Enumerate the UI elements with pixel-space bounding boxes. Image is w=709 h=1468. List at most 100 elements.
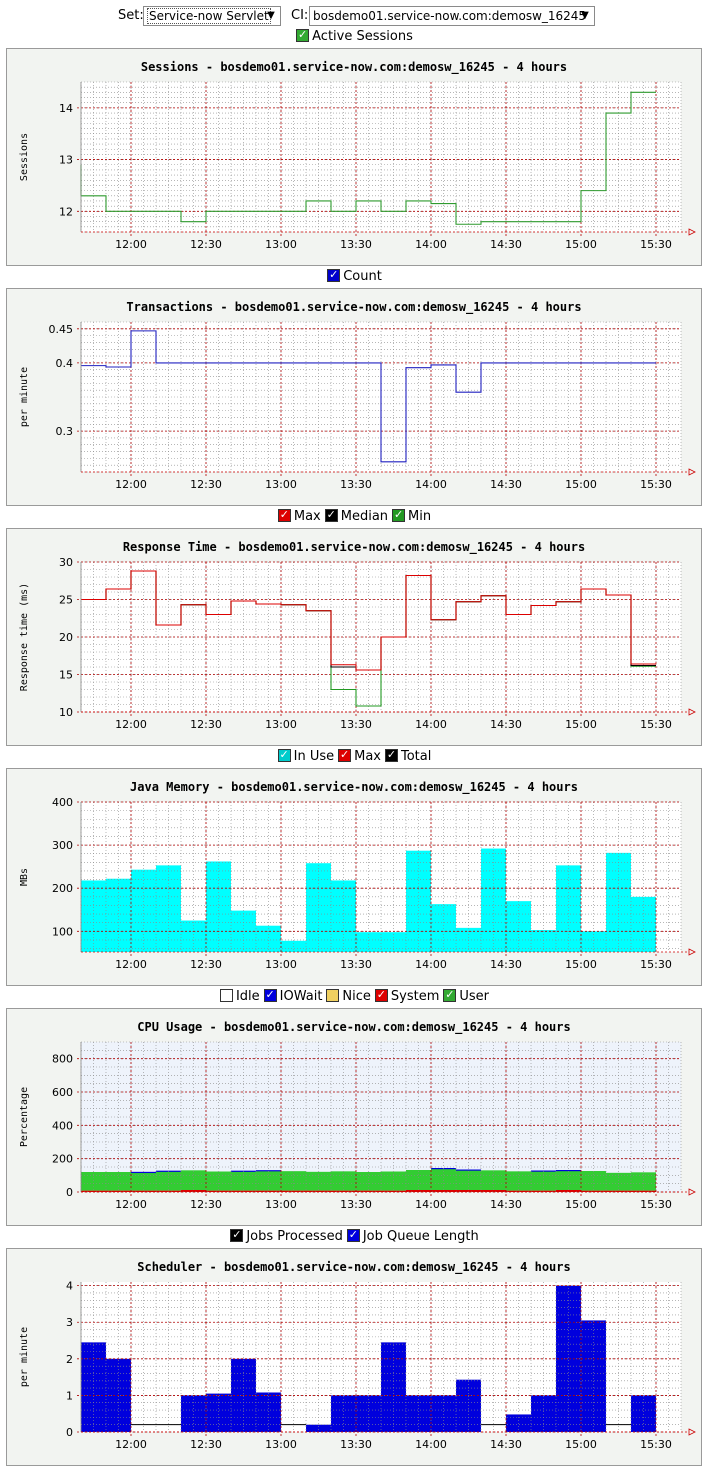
legend-item[interactable]: ✓ Count	[327, 268, 382, 286]
y-tick-label: 10	[59, 706, 73, 719]
x-tick-label: 15:00	[565, 1438, 597, 1451]
x-tick-label: 14:00	[415, 1438, 447, 1451]
x-tick-label: 12:30	[190, 478, 222, 491]
x-tick-label: 13:00	[265, 478, 297, 491]
y-tick-label: 2	[66, 1353, 73, 1366]
cpu-system-bar	[231, 1190, 256, 1192]
checkbox-icon[interactable]: ✓	[230, 1228, 244, 1242]
legend-item[interactable]: ✓ Job Queue Length	[346, 1228, 479, 1246]
x-tick-label: 12:30	[190, 718, 222, 731]
x-tick-label: 13:30	[340, 1438, 372, 1451]
set-select-value: Service-now Servlet	[147, 8, 271, 24]
x-tick-label: 15:30	[640, 1438, 672, 1451]
legend-item[interactable]: ✓ Max	[338, 748, 381, 766]
cpu-iowait-bar	[256, 1170, 281, 1172]
legend-item[interactable]: ✓ Max	[277, 508, 321, 526]
cpu-system-bar	[606, 1190, 631, 1192]
cpu-system-bar	[206, 1190, 231, 1192]
x-tick-label: 15:00	[565, 1198, 597, 1211]
chevron-down-icon: ▼	[581, 10, 589, 21]
memory-bar	[506, 901, 531, 952]
y-tick-label: 25	[59, 594, 73, 607]
cpu-system-bar	[431, 1190, 456, 1192]
axis-arrow-icon	[688, 228, 696, 236]
x-tick-label: 15:30	[640, 238, 672, 251]
memory-bar	[356, 932, 381, 952]
cpu-user-bar	[431, 1168, 456, 1190]
y-axis-label: MBs	[19, 868, 30, 886]
legend-item[interactable]: ✓ System	[374, 988, 439, 1006]
memory-bar	[531, 930, 556, 952]
legend-item[interactable]: ✓ In Use	[277, 748, 335, 766]
y-tick-label: 200	[52, 882, 73, 895]
x-tick-label: 13:30	[340, 478, 372, 491]
y-tick-label: 800	[52, 1053, 73, 1066]
checkbox-icon[interactable]: ✓	[277, 508, 291, 522]
set-select[interactable]: Service-now Servlet ▼	[143, 6, 281, 26]
legend-item[interactable]: ✓ Jobs Processed	[230, 1228, 343, 1246]
x-tick-label: 13:30	[340, 238, 372, 251]
cpu-user-bar	[606, 1172, 631, 1191]
legend-label: In Use	[293, 749, 335, 764]
checkbox-icon[interactable]: ✓	[346, 1228, 360, 1242]
response-legend: ✓ Max ✓ Median ✓ Min	[0, 508, 709, 526]
scheduler-bar	[331, 1395, 356, 1432]
legend-label: Max	[293, 509, 321, 524]
cpu-system-bar	[406, 1190, 431, 1192]
checkbox-icon[interactable]: ✓	[374, 988, 388, 1002]
checkbox-icon[interactable]: ✓	[277, 748, 291, 762]
checkbox-icon[interactable]: ✓	[324, 508, 338, 522]
scheduler-legend: ✓ Jobs Processed ✓ Job Queue Length	[0, 1228, 709, 1246]
cpu-system-bar	[106, 1190, 131, 1192]
x-tick-label: 12:30	[190, 238, 222, 251]
checkbox-icon[interactable]: ✓	[385, 748, 398, 762]
cpu-system-bar	[531, 1190, 556, 1192]
sessions-svg: 12:00 12:30 13:00 13:30 14:00 14:30 15:00 15:30…	[19, 60, 696, 251]
legend-item[interactable]: ✓ Active Sessions	[296, 28, 413, 46]
checkbox-icon[interactable]: ✓	[443, 988, 457, 1002]
legend-label: IOWait	[279, 989, 323, 1004]
scheduler-bar	[406, 1395, 431, 1432]
legend-item[interactable]: ✓ Min	[392, 508, 431, 526]
checkbox-icon[interactable]: ✓	[263, 988, 277, 1002]
y-tick-label: 0	[66, 1426, 73, 1439]
legend-label: Min	[408, 509, 432, 524]
y-tick-label: 20	[59, 631, 73, 644]
checkbox-icon[interactable]: ✓	[392, 508, 406, 522]
legend-item[interactable]: ✓ Median	[324, 508, 388, 526]
cpu-system-bar	[331, 1190, 356, 1192]
memory-bar	[381, 932, 406, 952]
legend-item[interactable]: ✓ IOWait	[263, 988, 323, 1006]
memory-bar	[581, 931, 606, 952]
y-tick-label: 13	[59, 154, 73, 167]
y-tick-label: 15	[59, 669, 73, 682]
checkbox-icon[interactable]	[219, 989, 233, 1002]
checkbox-icon[interactable]	[326, 989, 340, 1002]
y-tick-label: 300	[52, 839, 73, 852]
y-tick-label: 4	[66, 1280, 73, 1293]
cpu-system-bar	[456, 1190, 481, 1192]
cpu-system-bar	[381, 1190, 406, 1192]
checkbox-icon[interactable]: ✓	[327, 268, 341, 282]
scheduler-bar	[306, 1424, 331, 1432]
scheduler-bar	[531, 1395, 556, 1432]
y-tick-label: 12	[59, 205, 73, 218]
checkbox-icon[interactable]: ✓	[296, 28, 310, 42]
response-series-line	[81, 570, 656, 671]
ci-select[interactable]: bosdemo01.service-now.com:demosw_16245 ▼	[309, 6, 595, 26]
legend-item[interactable]: Idle	[219, 988, 260, 1006]
legend-item[interactable]: ✓ Total	[385, 748, 431, 766]
sessions-legend: ✓ Active Sessions	[0, 28, 709, 46]
cpu-user-bar	[81, 1172, 106, 1191]
legend-item[interactable]: Nice	[326, 988, 371, 1006]
memory-bar	[481, 848, 506, 952]
checkbox-icon[interactable]: ✓	[338, 748, 352, 762]
response-svg: 12:00 12:30 13:00 13:30 14:00 14:30 15:00 15:30…	[19, 540, 696, 731]
cpu-system-bar	[506, 1190, 531, 1192]
x-tick-label: 15:00	[565, 478, 597, 491]
cpu-system-bar	[81, 1190, 106, 1192]
x-tick-label: 12:00	[115, 718, 147, 731]
legend-item[interactable]: ✓ User	[443, 988, 489, 1006]
memory-legend: ✓ In Use ✓ Max ✓ Total	[0, 748, 709, 766]
cpu-user-bar	[381, 1171, 406, 1191]
